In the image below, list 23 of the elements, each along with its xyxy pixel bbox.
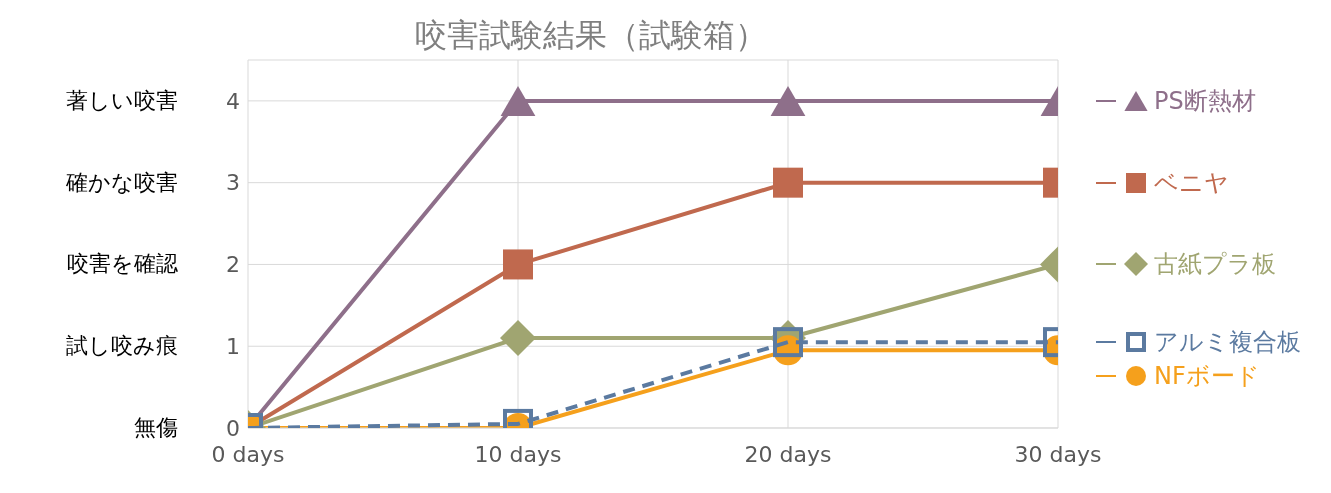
legend-label: 古紙プラ板 (1154, 249, 1276, 281)
legend-label: PS断熱材 (1154, 85, 1256, 117)
x-tick-label: 20 days (744, 441, 832, 467)
point (503, 249, 533, 280)
x-tick-label: 30 days (1014, 441, 1102, 467)
y-tick-label: 1 (226, 334, 240, 360)
text: 著しい咬害 (66, 86, 178, 115)
y-tick-label: 0 (226, 415, 240, 441)
legend-label: NFボード (1154, 361, 1260, 393)
legend-label: アルミ複合板 (1154, 327, 1301, 359)
text: 無傷 (134, 414, 178, 442)
text: 試し咬み痕 (66, 332, 178, 361)
chart-title: 咬害試験結果（試験箱） (413, 15, 768, 56)
x-tick-label: 10 days (474, 441, 562, 467)
point (500, 85, 536, 116)
text: 確かな咬害 (66, 168, 178, 197)
y-tick-label: 3 (226, 170, 240, 196)
x-tick-label: 0 days (211, 441, 285, 467)
point (500, 320, 536, 357)
text: 咬害を確認 (67, 250, 178, 279)
legend-label: ベニヤ (1154, 167, 1229, 199)
y-tick-label: 2 (226, 252, 240, 278)
y-tick-label: 4 (226, 88, 240, 114)
